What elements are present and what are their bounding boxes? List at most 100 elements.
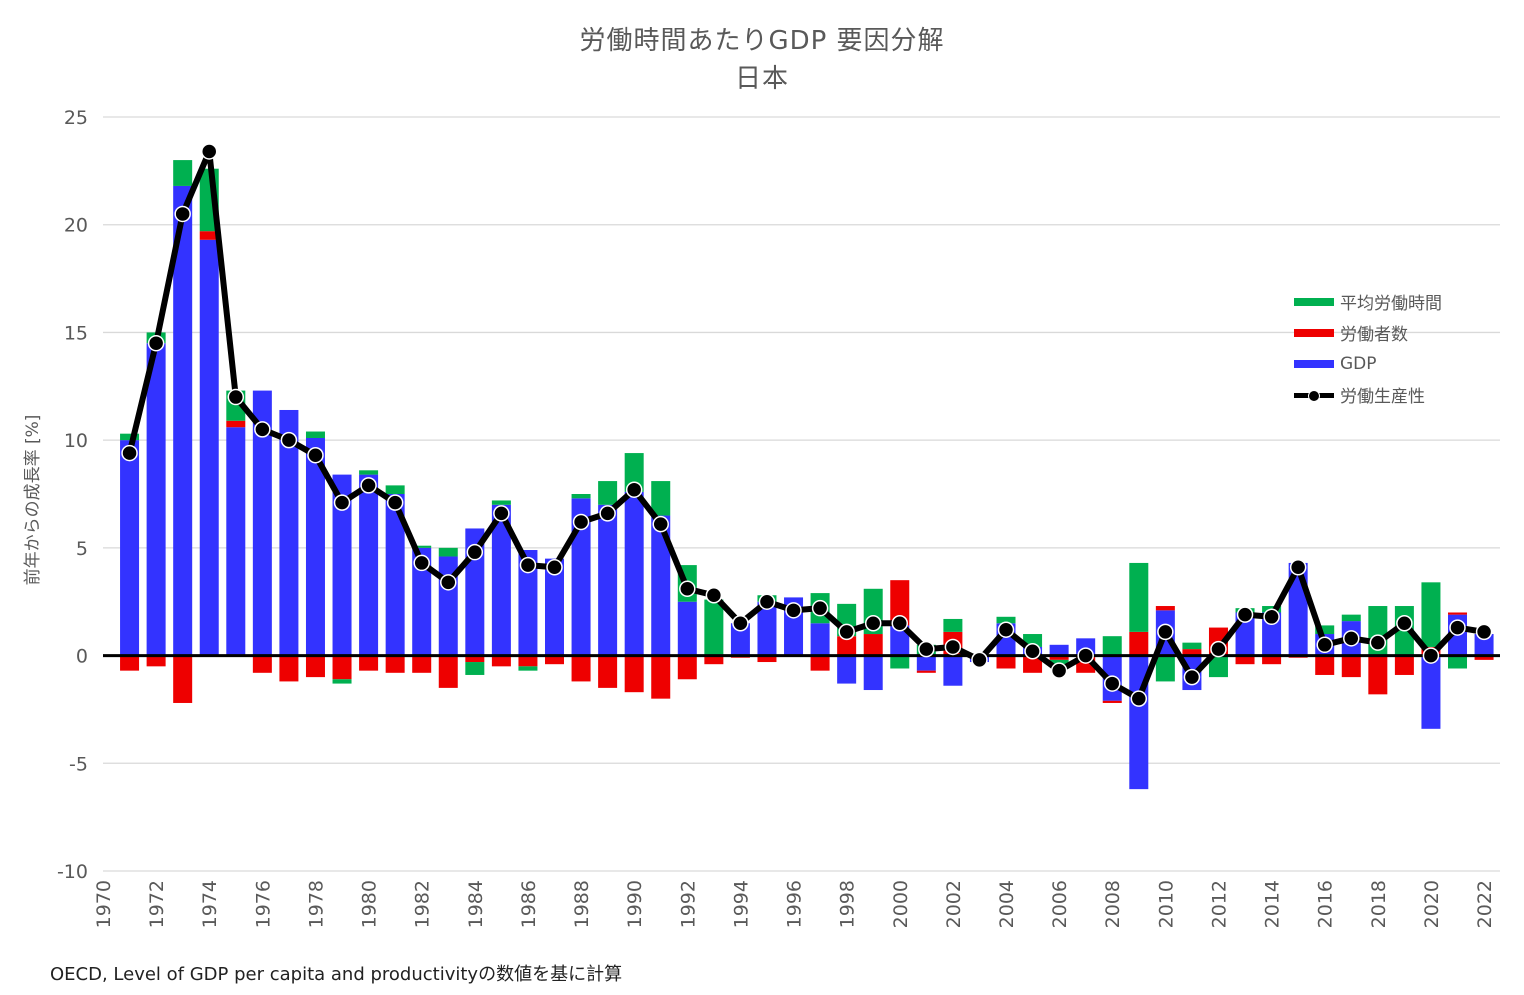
x-tick-label: 2020 (1421, 880, 1443, 928)
bar-gdp-2006 (1049, 644, 1069, 656)
bar-hours-2002 (943, 618, 963, 632)
productivity-point-2000 (891, 615, 909, 632)
bar-workers-1986 (518, 655, 538, 667)
productivity-point-1993 (705, 587, 723, 604)
bar-hours-2021 (1448, 655, 1468, 669)
productivity-point-1979 (333, 494, 351, 511)
bar-workers-1977 (279, 655, 299, 682)
bar-workers-1999 (863, 634, 883, 656)
bar-gdp-1971 (120, 440, 140, 656)
productivity-point-1971 (121, 444, 138, 462)
productivity-point-1997 (811, 599, 829, 617)
bar-gdp-1978 (305, 437, 325, 656)
productivity-point-2010 (1157, 623, 1174, 641)
productivity-point-1991 (652, 515, 669, 533)
bar-workers-2017 (1341, 655, 1361, 678)
x-tick-label: 1984 (465, 880, 487, 928)
bar-gdp-1992 (677, 601, 697, 656)
bar-gdp-1975 (226, 427, 246, 656)
bar-hours-1993 (704, 599, 724, 656)
bar-workers-2021 (1448, 612, 1468, 615)
bar-hours-1983 (438, 547, 458, 557)
bar-workers-1991 (651, 655, 671, 699)
bar-workers-2016 (1315, 655, 1335, 675)
bar-workers-1976 (252, 655, 272, 673)
productivity-point-1976 (254, 421, 271, 438)
productivity-point-1987 (546, 558, 563, 576)
y-tick-label: -5 (69, 753, 88, 775)
productivity-point-2012 (1210, 640, 1227, 658)
x-tick-label: 1974 (199, 880, 221, 928)
productivity-point-1978 (307, 446, 324, 464)
legend-swatch-hours (1294, 297, 1334, 306)
bar-gdp-2001 (916, 655, 936, 671)
bar-hours-2011 (1182, 642, 1202, 650)
legend-label-workers: 労働者数 (1340, 325, 1408, 345)
bar-gdp-1991 (651, 515, 671, 656)
productivity-point-1982 (413, 554, 430, 572)
y-tick-label: 10 (64, 430, 88, 452)
bar-hours-1990 (624, 453, 644, 492)
bar-hours-2008 (1102, 636, 1122, 656)
x-tick-label: 1982 (412, 880, 434, 928)
bar-gdp-2002 (943, 655, 963, 686)
y-tick-label: 15 (64, 322, 88, 344)
legend-item-workers: 労働者数 (1294, 317, 1442, 348)
bar-workers-1982 (412, 655, 432, 673)
legend: 平均労働時間 労働者数 GDP 労働生産性 (1294, 286, 1442, 410)
bar-workers-1972 (146, 655, 166, 667)
bar-workers-2000 (890, 580, 910, 626)
x-tick-label: 2022 (1474, 880, 1496, 928)
bar-gdp-1982 (412, 547, 432, 656)
bar-workers-1998 (837, 636, 857, 656)
x-tick-label: 2002 (943, 880, 965, 928)
x-tick-label: 2012 (1208, 880, 1230, 928)
productivity-line-group (121, 143, 1493, 707)
bar-workers-1971 (120, 655, 140, 671)
bar-workers-1974 (199, 231, 219, 240)
x-tick-label: 1992 (677, 880, 699, 928)
y-tick-label: 0 (76, 646, 88, 668)
bar-hours-1979 (332, 679, 352, 684)
productivity-point-2020 (1422, 647, 1440, 664)
bar-hours-1986 (518, 666, 538, 671)
bar-hours-1981 (385, 485, 405, 494)
productivity-point-2018 (1369, 634, 1387, 651)
y-tick-label: -10 (57, 861, 88, 883)
productivity-point-2021 (1449, 619, 1466, 636)
productivity-point-1990 (625, 481, 643, 498)
bar-workers-1992 (677, 655, 697, 680)
bar-workers-1989 (598, 655, 618, 688)
bar-hours-1971 (120, 433, 140, 441)
bar-workers-1993 (704, 655, 724, 665)
bar-gdp-2022 (1474, 634, 1494, 656)
productivity-point-1977 (280, 431, 298, 449)
x-tick-label: 1970 (93, 880, 115, 928)
bar-hours-1985 (491, 500, 511, 505)
bar-workers-1990 (624, 655, 644, 693)
bar-gdp-1988 (571, 498, 591, 656)
x-tick-label: 1980 (359, 880, 381, 928)
bar-gdp-1986 (518, 550, 538, 656)
x-tick-label: 1972 (146, 880, 168, 928)
productivity-point-1989 (599, 505, 616, 522)
productivity-point-2004 (997, 621, 1015, 638)
productivity-point-2006 (1050, 662, 1068, 679)
x-tick-label: 1988 (571, 880, 593, 928)
bar-hours-1991 (651, 481, 671, 516)
bar-workers-2001 (916, 670, 936, 673)
x-tick-label: 2016 (1315, 880, 1337, 928)
x-tick-label: 1996 (784, 880, 806, 928)
legend-swatch-workers (1294, 328, 1334, 337)
productivity-point-2002 (944, 638, 962, 656)
productivity-point-2003 (971, 651, 988, 669)
bar-workers-2022 (1474, 655, 1494, 660)
bar-hours-2012 (1208, 655, 1228, 678)
legend-label-gdp: GDP (1340, 353, 1377, 374)
bar-workers-1980 (359, 655, 379, 671)
bar-hours-2004 (996, 616, 1016, 624)
x-tick-label: 1976 (252, 880, 274, 928)
productivity-point-1998 (838, 623, 855, 641)
bar-workers-2006 (1049, 655, 1069, 660)
bar-gdp-1995 (757, 601, 777, 656)
